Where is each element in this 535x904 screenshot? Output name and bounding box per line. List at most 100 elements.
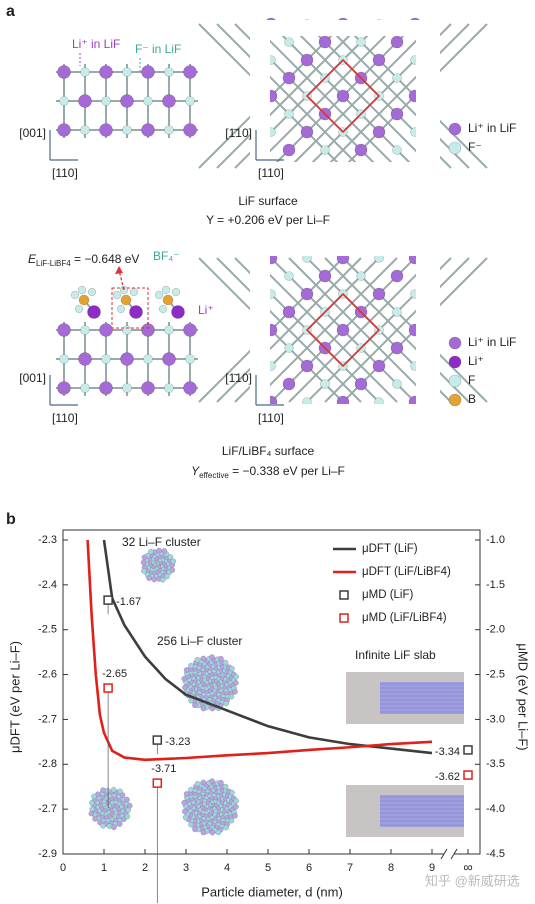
atom	[154, 290, 164, 300]
atom	[70, 290, 80, 300]
atom	[164, 125, 174, 135]
atom	[183, 381, 197, 395]
atom	[390, 341, 404, 355]
cluster-atom	[188, 786, 194, 793]
cluster-atom	[223, 700, 229, 707]
atom	[300, 359, 314, 373]
mask	[416, 30, 440, 170]
atom	[284, 37, 294, 47]
legend-label: F⁻	[468, 140, 482, 154]
bond	[324, 23, 470, 169]
cluster-atom	[228, 817, 235, 824]
atom	[284, 271, 294, 281]
atom-label: BF₄⁻	[153, 249, 180, 263]
atom	[74, 304, 84, 314]
atom	[78, 352, 92, 366]
cluster-atom	[140, 559, 147, 566]
atom	[141, 381, 155, 395]
atom	[77, 285, 87, 295]
cluster-atom	[222, 783, 229, 790]
bond	[252, 257, 398, 403]
cluster-atom	[167, 554, 174, 560]
subscript: LiF-LiBF4	[36, 259, 71, 268]
cluster-atom	[233, 674, 239, 680]
cluster-atom	[141, 568, 147, 574]
atom	[448, 355, 462, 369]
energy: Yeffective = −0.338 eV per Li–F	[191, 464, 345, 480]
atom	[141, 65, 155, 79]
direction-label: [110]	[52, 166, 78, 180]
atom	[57, 381, 71, 395]
value-label: -3.34	[435, 746, 460, 758]
cluster-atom	[188, 697, 194, 704]
atom	[158, 304, 168, 314]
cluster-atom	[209, 654, 215, 660]
cluster-atom	[200, 705, 207, 712]
atom	[354, 143, 368, 157]
legend-swatch	[339, 613, 349, 623]
x-tick-label: 5	[265, 862, 271, 874]
cluster-atom	[218, 779, 224, 786]
atom	[356, 271, 366, 281]
marker	[152, 778, 163, 788]
atom	[99, 65, 113, 79]
atom	[320, 379, 330, 389]
curve	[102, 539, 433, 755]
x-tick-label: 6	[306, 862, 312, 874]
cluster-atom	[200, 779, 207, 786]
atom	[80, 67, 90, 77]
cluster-atom	[228, 693, 235, 700]
atom	[122, 67, 132, 77]
atom	[448, 141, 462, 155]
cluster-atom	[229, 789, 235, 796]
y-tick-label: -2.8	[38, 758, 57, 770]
x-tick-label: 9	[429, 862, 435, 874]
highlight	[111, 287, 149, 329]
cluster-atom	[209, 829, 216, 836]
atom	[120, 94, 134, 108]
legend-label: B	[468, 392, 476, 406]
caption: LiF surface	[238, 194, 298, 208]
direction-label: [110]	[258, 166, 284, 180]
symbol: Y	[191, 464, 200, 478]
atom	[162, 294, 174, 306]
bond	[252, 23, 398, 169]
atom	[372, 359, 386, 373]
marker	[463, 745, 473, 755]
atom	[57, 65, 71, 79]
x-tick-label: 3	[183, 862, 189, 874]
arrow-head	[115, 266, 123, 274]
cluster-atom	[124, 813, 131, 820]
cluster-atom	[111, 824, 117, 831]
cluster-atom	[148, 548, 154, 555]
y-tick-label: -2.5	[38, 624, 57, 636]
atom	[120, 294, 132, 306]
bond	[288, 23, 434, 169]
caption: LiF/LiBF₄ surface	[222, 444, 315, 458]
x-tick-label: 1	[101, 862, 107, 874]
atom	[122, 383, 132, 393]
atom	[282, 305, 296, 319]
cluster-atom	[215, 829, 222, 836]
atom	[392, 73, 402, 83]
atom	[284, 109, 294, 119]
atom	[78, 294, 90, 306]
plot-frame	[62, 529, 481, 855]
cluster-atom	[181, 675, 187, 682]
atom	[284, 343, 294, 353]
atom	[300, 125, 314, 139]
mask	[250, 250, 270, 410]
atom	[300, 53, 314, 67]
legend-label: Li⁺	[468, 354, 484, 368]
atom	[390, 269, 404, 283]
marker	[103, 595, 113, 605]
atom	[116, 304, 126, 314]
cluster-atom	[124, 796, 130, 803]
cluster-atom	[232, 812, 238, 819]
value-label: -1.67	[116, 596, 141, 608]
atom	[120, 352, 134, 366]
cluster-atom	[100, 787, 106, 793]
y2-tick-label: -3.5	[486, 758, 505, 770]
atom	[78, 94, 92, 108]
atom	[164, 325, 174, 335]
